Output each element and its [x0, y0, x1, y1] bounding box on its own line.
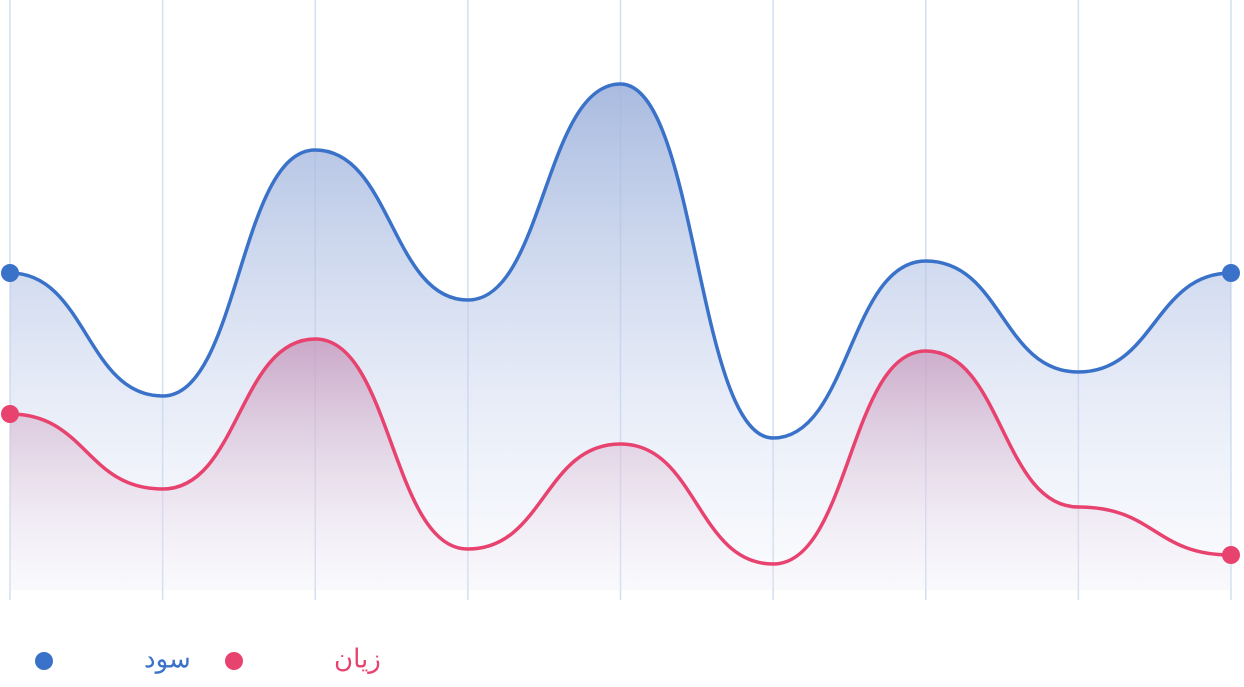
area: [10, 339, 1231, 590]
legend-label: زیان: [334, 645, 381, 675]
line: [9, 82, 1232, 440]
legend-marker: [225, 652, 243, 670]
point: [1, 405, 19, 423]
legend-label: سود: [144, 645, 191, 675]
legend-marker: [35, 652, 53, 670]
point: [1222, 546, 1240, 564]
point: [1, 264, 19, 282]
line: [9, 337, 1232, 566]
point: [1222, 264, 1240, 282]
